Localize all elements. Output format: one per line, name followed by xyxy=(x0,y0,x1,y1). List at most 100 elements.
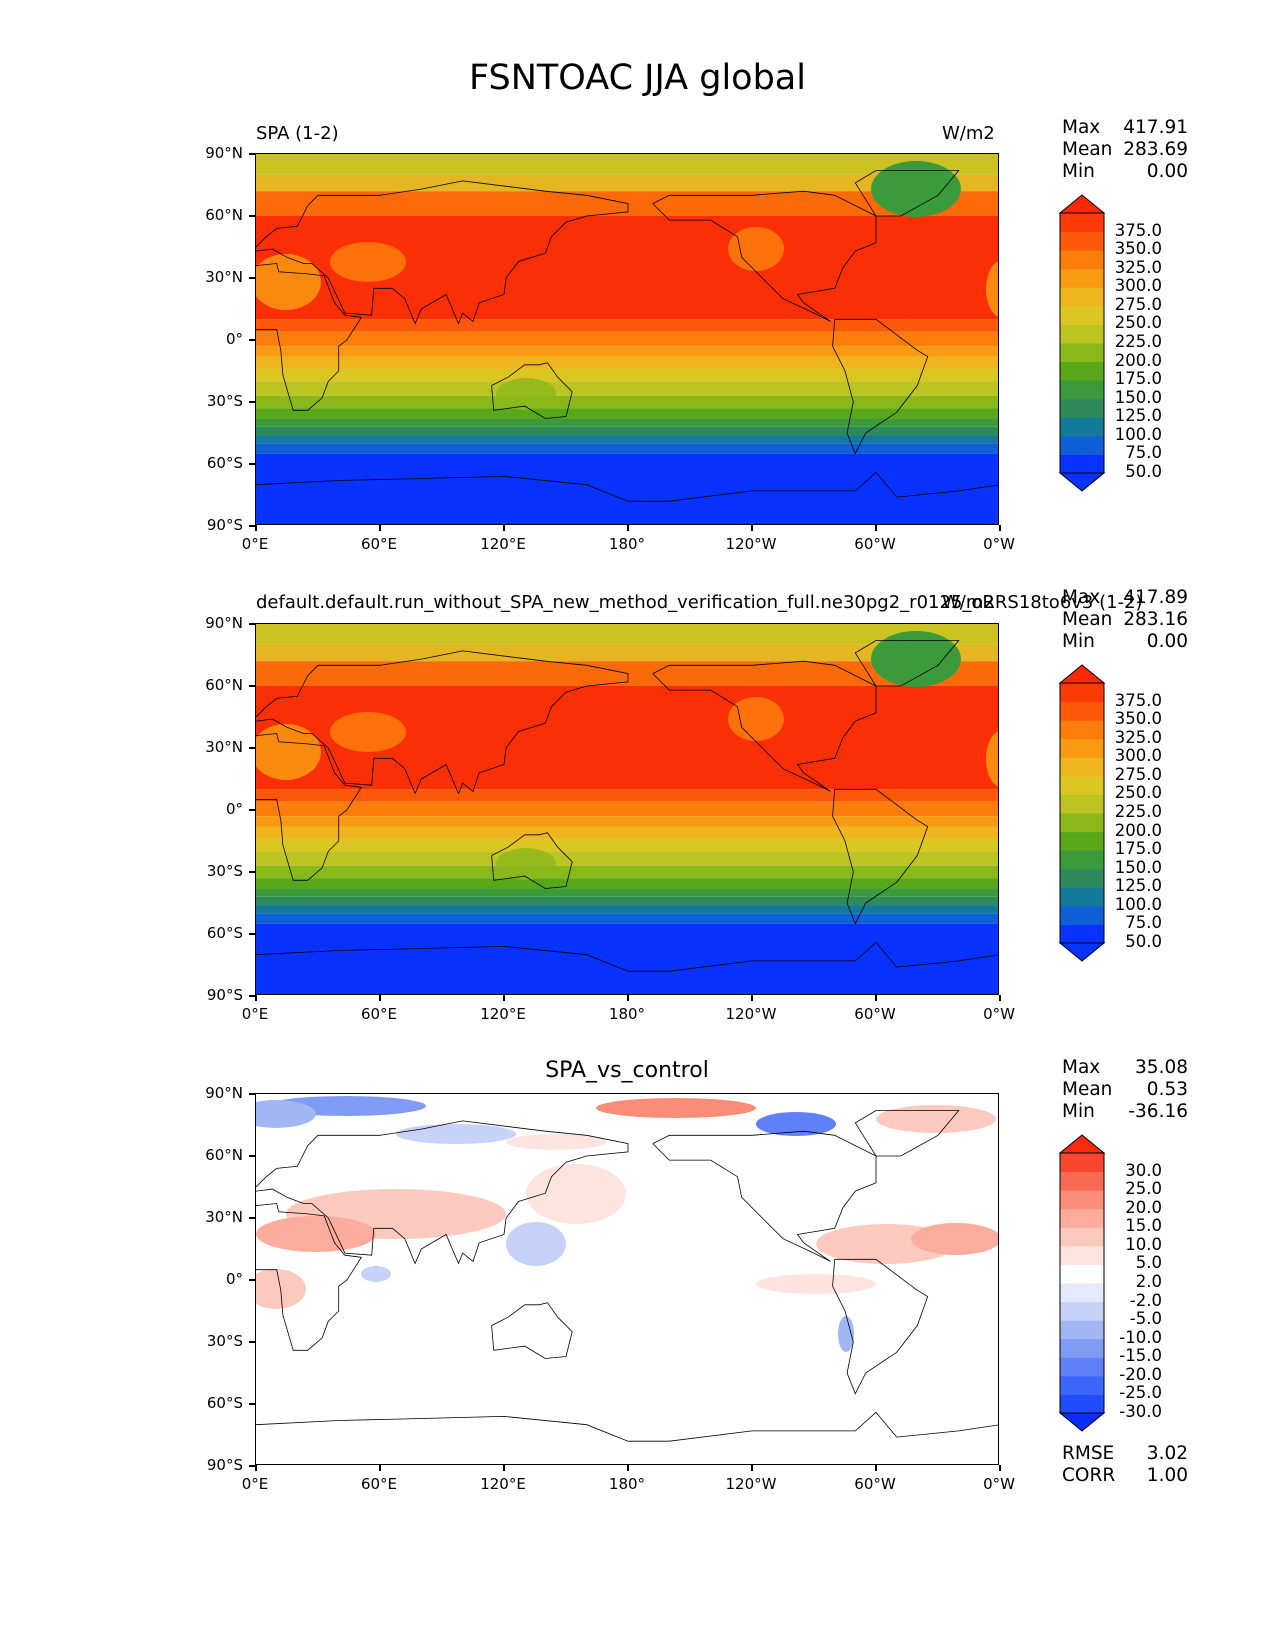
colorbar-segment xyxy=(1060,398,1104,418)
stat-value: 1.00 xyxy=(1146,1465,1188,1486)
contour-band xyxy=(256,435,998,444)
colorbar-segment xyxy=(1060,1208,1104,1228)
colorbar-tick-label: 300.0 xyxy=(1114,746,1162,766)
colorbar-tick-label: 250.0 xyxy=(1114,783,1162,803)
contour-band xyxy=(256,453,998,524)
colorbar-tick-label: 200.0 xyxy=(1114,350,1162,370)
coastline xyxy=(256,1120,629,1265)
coastline xyxy=(256,263,363,411)
colorbar-tick-label: 100.0 xyxy=(1114,424,1162,444)
contour-band xyxy=(256,408,998,419)
panel-center-title: SPA_vs_control xyxy=(545,1058,709,1083)
stat-value: 283.69 xyxy=(1123,139,1188,160)
colorbar-tick-label: 350.0 xyxy=(1114,239,1162,259)
contour-band xyxy=(256,154,998,175)
contour-band xyxy=(256,913,998,924)
colorbar-segment xyxy=(1060,231,1104,251)
colorbar-segment xyxy=(1060,454,1104,474)
coastline xyxy=(491,362,573,419)
anomaly-region xyxy=(256,1216,376,1252)
colorbar-segment xyxy=(1060,1375,1104,1395)
colorbar-segment xyxy=(1060,380,1104,400)
map-canvas xyxy=(256,624,998,994)
colorbar-tick-label: -30.0 xyxy=(1119,1402,1162,1421)
colorbar-segment xyxy=(1060,268,1104,288)
colorbar-outline xyxy=(1059,1152,1105,1414)
land-patch xyxy=(728,697,784,741)
lon-tick-mark xyxy=(255,525,257,531)
colorbar xyxy=(1058,194,1106,492)
colorbar-segment xyxy=(1060,720,1104,740)
contour-band xyxy=(256,826,998,839)
coastline xyxy=(256,650,629,795)
lat-tick-label: 30°S xyxy=(206,862,243,880)
colorbar-tick-label: 200.0 xyxy=(1114,820,1162,840)
lon-tick-label: 120°W xyxy=(725,535,777,553)
lon-tick-mark xyxy=(379,525,381,531)
colorbar-extend-high xyxy=(1058,664,1106,684)
colorbar-segment xyxy=(1060,887,1104,907)
contour-band xyxy=(256,368,998,382)
anomaly-region xyxy=(838,1316,854,1352)
contour-band xyxy=(256,865,998,879)
panel-left-title: SPA (1-2) xyxy=(256,123,339,144)
contour-band xyxy=(256,331,998,347)
colorbar-tick-label: 300.0 xyxy=(1114,276,1162,296)
colorbar-tick-label: 75.0 xyxy=(1125,913,1162,933)
colorbar-segment xyxy=(1060,813,1104,833)
lon-tick-label: 0°W xyxy=(983,1005,1015,1023)
lat-tick-label: 90°N xyxy=(205,614,243,632)
colorbar-tick-label: -20.0 xyxy=(1119,1364,1162,1384)
colorbar-tick-label: 175.0 xyxy=(1114,839,1162,859)
map-control xyxy=(255,623,999,995)
colorbar xyxy=(1058,664,1106,962)
coastline xyxy=(854,1110,960,1157)
anomaly-region xyxy=(506,1222,566,1266)
colorbar-extend-low xyxy=(1058,472,1106,492)
colorbar-tick-label: 150.0 xyxy=(1114,387,1162,407)
contour-band xyxy=(256,174,998,192)
contour-band xyxy=(256,443,998,454)
coastline xyxy=(491,1302,573,1359)
lat-tick-label: 90°S xyxy=(206,1456,243,1474)
lon-tick-mark xyxy=(255,995,257,1001)
colorbar-extend-low xyxy=(1058,942,1106,962)
panel-units: W/m2 xyxy=(942,592,995,613)
colorbar-segment xyxy=(1060,1153,1104,1173)
stat-label: Mean xyxy=(1062,1079,1113,1100)
lat-tick-mark xyxy=(249,401,255,403)
colorbar-tick-label: -2.0 xyxy=(1129,1290,1162,1310)
colorbar-segment xyxy=(1060,343,1104,363)
anomaly-region xyxy=(876,1105,996,1133)
anomaly-region xyxy=(526,1164,626,1224)
lat-tick-mark xyxy=(249,1341,255,1343)
colorbar-tick-label: 275.0 xyxy=(1114,294,1162,314)
lon-tick-label: 120°E xyxy=(480,1005,526,1023)
colorbar-segment xyxy=(1060,1357,1104,1377)
stat-label: Max xyxy=(1062,587,1101,608)
map-diff xyxy=(255,1093,999,1465)
coastline xyxy=(256,180,629,325)
coastline xyxy=(256,733,363,881)
lat-tick-label: 30°N xyxy=(205,268,243,286)
lon-tick-mark xyxy=(875,1465,877,1471)
colorbar-tick-label: -15.0 xyxy=(1119,1346,1162,1366)
lat-tick-label: 30°N xyxy=(205,1208,243,1226)
colorbar-tick-label: 375.0 xyxy=(1114,220,1162,240)
colorbar-segment xyxy=(1060,775,1104,795)
lat-tick-mark xyxy=(249,1155,255,1157)
contour-band xyxy=(256,395,998,409)
colorbar-tick-label: -25.0 xyxy=(1119,1383,1162,1403)
stat-value: 417.89 xyxy=(1123,587,1188,608)
land-patch xyxy=(986,731,998,787)
colorbar-segment xyxy=(1060,1171,1104,1191)
colorbar-segment xyxy=(1060,1245,1104,1265)
colorbar-tick-label: 225.0 xyxy=(1114,802,1162,821)
coastline xyxy=(832,318,929,455)
colorbar-extend-low xyxy=(1058,1412,1106,1432)
stat-label: Min xyxy=(1062,161,1095,182)
panel-diff: SPA_vs_control xyxy=(0,0,1275,1465)
panel-spa: SPA (1-2) W/m2 xyxy=(0,0,1275,525)
colorbar-segment xyxy=(1060,1320,1104,1340)
contour-band xyxy=(256,923,998,994)
